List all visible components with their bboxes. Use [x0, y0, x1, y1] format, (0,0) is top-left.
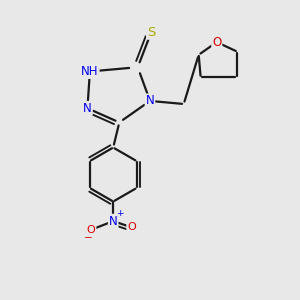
Text: O: O [212, 36, 221, 49]
Text: N: N [109, 215, 118, 228]
Text: S: S [147, 26, 155, 39]
Text: O: O [87, 225, 95, 235]
Text: N: N [146, 94, 154, 107]
Text: −: − [84, 233, 92, 243]
Text: O: O [127, 222, 136, 232]
Text: NH: NH [81, 65, 99, 78]
Text: +: + [116, 209, 124, 218]
Text: N: N [83, 102, 92, 115]
